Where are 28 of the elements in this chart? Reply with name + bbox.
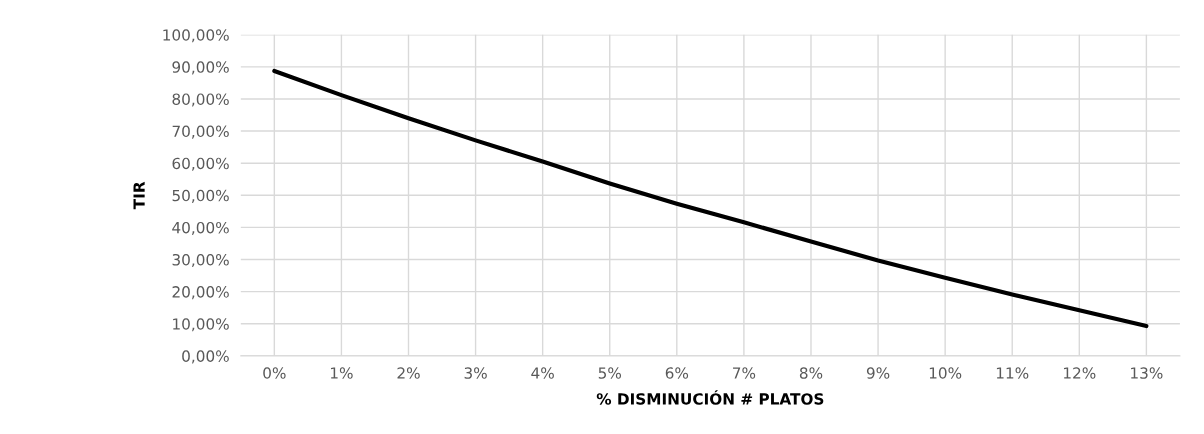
x-tick-label: 13%	[1131, 367, 1163, 379]
y-tick-label: 0,00%	[182, 350, 229, 364]
y-axis-title: TIR	[133, 181, 145, 210]
y-tick-label: 90,00%	[172, 61, 229, 75]
line-series	[272, 68, 1149, 329]
x-tick-label: 10%	[929, 367, 962, 379]
x-axis-title: % DISMINUCIÓN # PLATOS	[596, 390, 824, 405]
y-tick-label: 100,00%	[163, 29, 229, 43]
x-tick-label: 6%	[665, 367, 689, 379]
x-tick-label: 0%	[263, 367, 286, 379]
x-tick-label: 2%	[397, 367, 420, 379]
y-tick-label: 40,00%	[172, 221, 229, 235]
y-tick-label: 60,00%	[172, 157, 229, 171]
x-tick-label: 7%	[733, 367, 756, 379]
x-tick-label: 4%	[531, 367, 554, 379]
x-tick-label: 5%	[598, 367, 622, 379]
x-tick-label: 3%	[464, 367, 487, 379]
x-tick-label: 11%	[996, 367, 1029, 379]
y-tick-label: 70,00%	[172, 125, 229, 139]
x-tick-label: 8%	[799, 367, 823, 379]
x-tick-label: 12%	[1064, 367, 1096, 379]
y-tick-label: 30,00%	[172, 254, 229, 268]
y-tick-label: 80,00%	[172, 93, 229, 107]
y-tick-label: 10,00%	[173, 318, 229, 332]
x-tick-label: 9%	[866, 367, 890, 379]
x-tick-label: 1%	[330, 367, 353, 379]
y-tick-label: 50,00%	[172, 189, 229, 203]
y-tick-label: 20,00%	[172, 286, 229, 300]
